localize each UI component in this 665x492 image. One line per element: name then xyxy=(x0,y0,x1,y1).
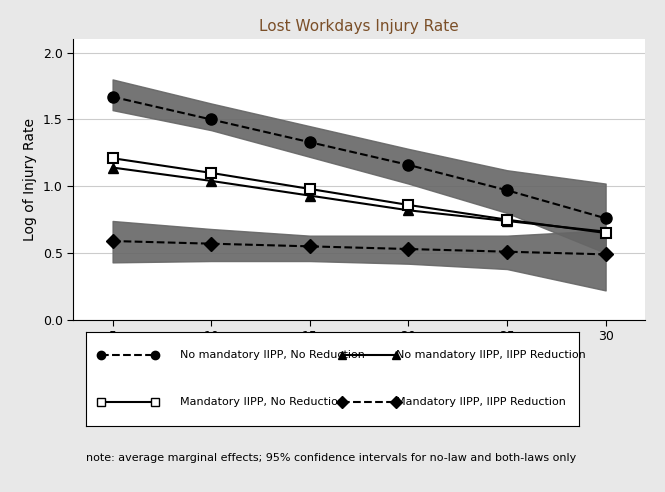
Text: Mandatory IIPP, No Reduction: Mandatory IIPP, No Reduction xyxy=(180,397,345,407)
Text: note: average marginal effects; 95% confidence intervals for no-law and both-law: note: average marginal effects; 95% conf… xyxy=(86,453,577,462)
X-axis label: Percent Union: Percent Union xyxy=(311,350,408,364)
Title: Lost Workdays Injury Rate: Lost Workdays Injury Rate xyxy=(259,19,459,34)
Text: No mandatory IIPP, IIPP Reduction: No mandatory IIPP, IIPP Reduction xyxy=(396,350,587,361)
Text: Mandatory IIPP, IIPP Reduction: Mandatory IIPP, IIPP Reduction xyxy=(396,397,567,407)
Text: No mandatory IIPP, No Reduction: No mandatory IIPP, No Reduction xyxy=(180,350,365,361)
Y-axis label: Log of Injury Rate: Log of Injury Rate xyxy=(23,118,37,241)
